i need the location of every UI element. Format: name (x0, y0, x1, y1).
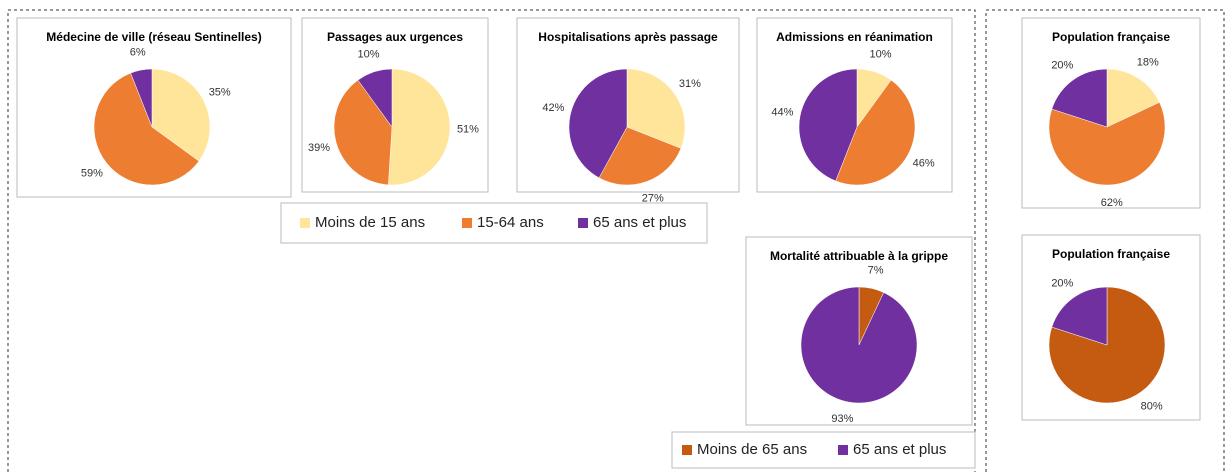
legend-label: 65 ans et plus (853, 441, 946, 458)
pie-slice (93, 72, 200, 186)
legend-label: Moins de 65 ans (697, 441, 807, 458)
pie-slice (1048, 286, 1166, 404)
pie-slice (598, 126, 682, 186)
slice-label: 27% (642, 192, 664, 204)
pie-slice (626, 68, 686, 149)
slice-label: 59% (81, 167, 103, 179)
legend-swatch (838, 445, 848, 455)
pie-slice (568, 68, 628, 179)
group-frame (7, 9, 976, 472)
slice-label: 42% (542, 102, 564, 114)
slice-label: 31% (679, 78, 701, 90)
slice-label: 7% (868, 265, 884, 277)
slice-label: 80% (1141, 400, 1163, 412)
slice-label: 35% (209, 86, 231, 98)
pie-slice (357, 68, 393, 128)
pie-slice (800, 286, 918, 404)
legend-swatch (682, 445, 692, 455)
chart-title: Population française (1052, 247, 1170, 261)
slice-label: 93% (831, 413, 853, 425)
legend-box (280, 202, 708, 244)
slice-label: 51% (457, 123, 479, 135)
legend-box (671, 431, 976, 469)
legend-swatch (578, 218, 588, 228)
chart-title: Mortalité attribuable à la grippe (770, 249, 948, 263)
legend-label: 15-64 ans (477, 214, 544, 231)
chart-title: Passages aux urgences (327, 30, 463, 44)
legend-swatch (462, 218, 472, 228)
slice-label: 20% (1051, 277, 1073, 289)
chart-title: Admissions en réanimation (776, 30, 933, 44)
slice-label: 46% (913, 158, 935, 170)
chart-title: Médecine de ville (réseau Sentinelles) (46, 30, 261, 44)
slice-label: 6% (130, 46, 146, 58)
pie-slice (333, 79, 393, 186)
pie-slice (1048, 101, 1166, 186)
slice-label: 10% (357, 49, 379, 61)
slice-label: 18% (1137, 57, 1159, 69)
slice-label: 20% (1051, 59, 1073, 71)
pie-slice (1106, 68, 1160, 128)
legend-swatch (300, 218, 310, 228)
pie-slice (130, 68, 153, 128)
pie-slice (835, 79, 916, 186)
slice-label: 39% (308, 142, 330, 154)
slice-label: 10% (869, 49, 891, 61)
pie-slice (798, 68, 858, 182)
pie-slice (151, 68, 211, 162)
chart-title: Hospitalisations après passage (538, 30, 718, 44)
legend-label: 65 ans et plus (593, 214, 686, 231)
legend-label: Moins de 15 ans (315, 214, 425, 231)
slice-label: 62% (1101, 197, 1123, 209)
slice-label: 44% (771, 107, 793, 119)
pie-slice (1051, 68, 1108, 128)
chart-title: Population française (1052, 30, 1170, 44)
pie-slice (1051, 286, 1108, 346)
pie-slice (388, 68, 451, 186)
